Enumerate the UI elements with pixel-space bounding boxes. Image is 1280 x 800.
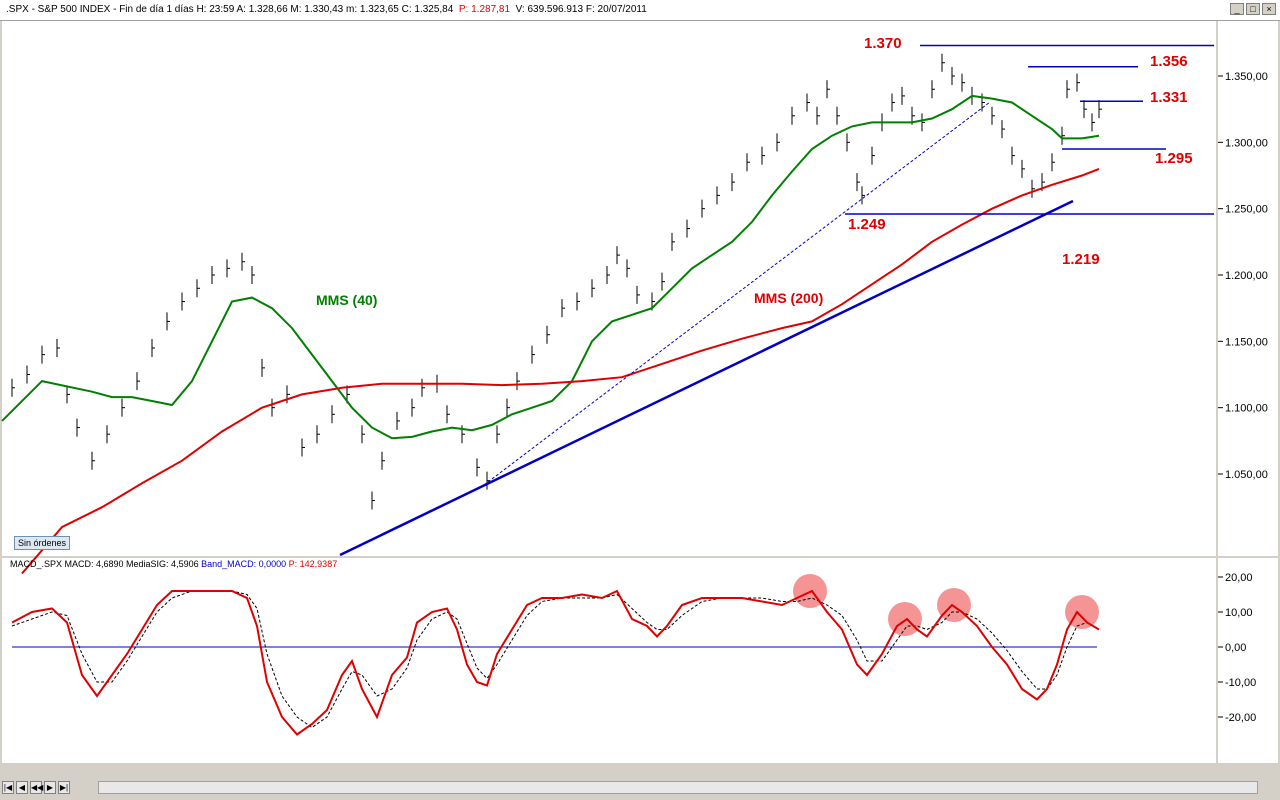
level-label: 1.370 (864, 35, 902, 52)
macd-header-band: Band_MACD: 0,0000 (201, 559, 287, 569)
close-button[interactable]: × (1262, 3, 1276, 15)
support-trendline (339, 199, 1074, 557)
title-p: P: 1.287,81 (458, 4, 511, 15)
macd-tick-label: 20,00 (1225, 572, 1253, 584)
level-label: 1.219 (1062, 251, 1100, 268)
macd-line (11, 589, 1100, 736)
macd-tick-label: -10,00 (1225, 677, 1256, 689)
level-label: 1.249 (848, 216, 886, 233)
price-tick-label: 1.050,00 (1225, 469, 1268, 481)
mms200-annotation: MMS (200) (754, 290, 823, 306)
mms40-annotation: MMS (40) (316, 292, 377, 308)
macd-header-p: P: 142,9387 (286, 559, 338, 569)
chart-titlebar: .SPX - S&P 500 INDEX - Fin de día 1 días… (0, 0, 1280, 21)
macd-tick-label: 0,00 (1225, 642, 1246, 654)
status-badge: Sin órdenes (14, 536, 71, 550)
price-tick-label: 1.150,00 (1225, 336, 1268, 348)
prev-icon[interactable]: ◀ (16, 781, 28, 794)
macd-tick-label: -20,00 (1225, 712, 1256, 724)
price-tick-label: 1.100,00 (1225, 403, 1268, 415)
macd-highlight (1065, 595, 1099, 629)
macd-signal-line (11, 590, 1100, 729)
maximize-button[interactable]: □ (1246, 3, 1260, 15)
forward-icon[interactable]: ▶ (44, 781, 56, 794)
macd-header: MACD_.SPX MACD: 4,6890 MediaSIG: 4,5906 … (10, 559, 337, 569)
minimize-button[interactable]: _ (1230, 3, 1244, 15)
mms200-line (21, 167, 1100, 575)
price-pane[interactable] (2, 21, 1216, 556)
price-tick-label: 1.200,00 (1225, 270, 1268, 282)
dashed-trendline (479, 101, 991, 489)
price-tick-label: 1.300,00 (1225, 137, 1268, 149)
macd-highlight (888, 602, 922, 636)
last-icon[interactable]: ▶| (58, 781, 70, 794)
rewind-icon[interactable]: ◀◀ (30, 781, 44, 794)
macd-tick-label: 10,00 (1225, 607, 1253, 619)
price-tick-label: 1.350,00 (1225, 71, 1268, 83)
title-suffix: V: 639.596.913 F: 20/07/2011 (515, 4, 647, 15)
level-label: 1.295 (1155, 150, 1193, 167)
macd-header-prefix: MACD_.SPX MACD: 4,6890 MediaSIG: 4,5906 (10, 559, 202, 569)
macd-pane[interactable] (2, 558, 1216, 763)
macd-axis (1218, 558, 1278, 763)
title-text: .SPX - S&P 500 INDEX - Fin de día 1 días… (6, 0, 647, 20)
first-icon[interactable]: |◀ (2, 781, 14, 794)
level-label: 1.356 (1150, 53, 1188, 70)
level-label: 1.331 (1150, 89, 1188, 106)
title-prefix: .SPX - S&P 500 INDEX - Fin de día 1 días… (6, 4, 454, 15)
time-scrollbar[interactable] (98, 781, 1258, 794)
mms40-line (1, 94, 1100, 440)
price-tick-label: 1.250,00 (1225, 204, 1268, 216)
price-axis (1218, 21, 1278, 556)
